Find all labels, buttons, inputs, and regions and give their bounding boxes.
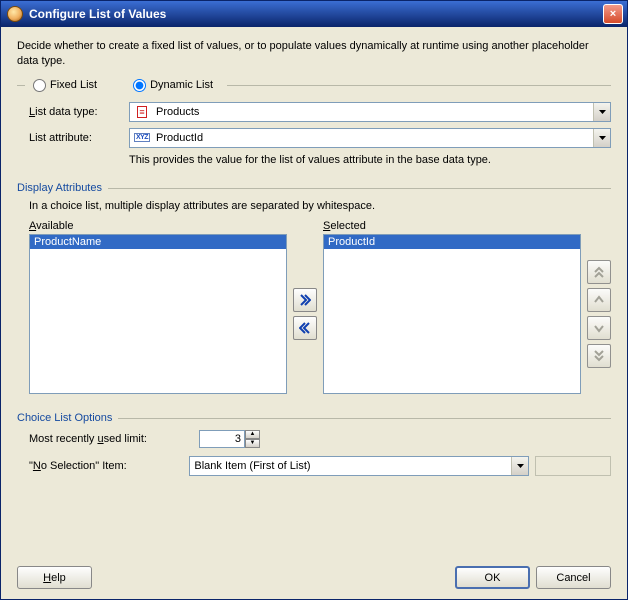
arrow-bottom-icon	[593, 350, 605, 362]
fixed-list-radio[interactable]: Fixed List	[29, 79, 101, 92]
mru-row: Most recently used limit: ▲ ▼	[29, 430, 611, 448]
list-data-type-combo[interactable]: ≡ Products	[129, 102, 611, 122]
no-selection-combo[interactable]: Blank Item (First of List)	[189, 456, 529, 476]
shuttle-buttons	[293, 220, 317, 394]
move-down-button[interactable]	[587, 316, 611, 340]
available-column: Available ProductName	[29, 220, 287, 394]
arrow-right-icon	[299, 294, 311, 306]
display-attributes-header: Display Attributes	[17, 182, 611, 194]
move-top-button[interactable]	[587, 260, 611, 284]
dynamic-list-radio-label: Dynamic List	[150, 79, 213, 91]
mru-input[interactable]	[199, 430, 245, 448]
list-item[interactable]: ProductName	[30, 235, 286, 249]
list-mode-group: Fixed List Dynamic List	[17, 79, 611, 92]
reorder-buttons	[587, 220, 611, 394]
arrow-up-icon	[593, 294, 605, 306]
attribute-icon: XYZ	[134, 130, 150, 146]
selected-column: Selected ProductId	[323, 220, 581, 394]
description-text: Decide whether to create a fixed list of…	[17, 39, 611, 69]
close-icon: ×	[610, 8, 616, 20]
no-selection-label: "No Selection" Item:	[29, 460, 189, 472]
list-data-type-row: List data type: ≡ Products	[17, 102, 611, 122]
arrow-top-icon	[593, 266, 605, 278]
window-title: Configure List of Values	[29, 7, 603, 21]
list-attribute-row: List attribute: XYZ ProductId	[17, 128, 611, 148]
move-left-button[interactable]	[293, 316, 317, 340]
dynamic-list-radio[interactable]: Dynamic List	[129, 79, 217, 92]
fixed-list-radio-label: Fixed List	[50, 79, 97, 91]
available-listbox[interactable]: ProductName	[29, 234, 287, 394]
choice-list-options-header: Choice List Options	[17, 412, 611, 424]
arrow-down-icon	[593, 322, 605, 334]
list-data-type-value: Products	[154, 106, 593, 118]
display-attributes-helper: In a choice list, multiple display attri…	[29, 200, 611, 212]
list-attribute-value: ProductId	[154, 132, 593, 144]
chevron-down-icon[interactable]	[511, 457, 528, 475]
arrow-left-icon	[299, 322, 311, 334]
no-selection-text-field	[535, 456, 611, 476]
no-selection-value: Blank Item (First of List)	[190, 460, 511, 472]
chevron-down-icon[interactable]	[593, 129, 610, 147]
dynamic-list-radio-input[interactable]	[133, 79, 146, 92]
fixed-list-radio-input[interactable]	[33, 79, 46, 92]
help-button[interactable]: Help	[17, 566, 92, 589]
selected-label: Selected	[323, 220, 581, 232]
move-bottom-button[interactable]	[587, 344, 611, 368]
dual-list: Available ProductName Selected ProductId	[17, 220, 611, 394]
available-label: Available	[29, 220, 287, 232]
list-item[interactable]: ProductId	[324, 235, 580, 249]
cancel-button[interactable]: Cancel	[536, 566, 611, 589]
list-data-type-label: List data type:	[29, 106, 129, 118]
mru-label: Most recently used limit:	[29, 433, 199, 445]
close-button[interactable]: ×	[603, 4, 623, 24]
dialog-content: Decide whether to create a fixed list of…	[1, 27, 627, 599]
list-attribute-label: List attribute:	[29, 132, 129, 144]
mru-spin-down[interactable]: ▼	[245, 439, 260, 448]
mru-spin-up[interactable]: ▲	[245, 430, 260, 439]
no-selection-row: "No Selection" Item: Blank Item (First o…	[29, 456, 611, 476]
list-attribute-combo[interactable]: XYZ ProductId	[129, 128, 611, 148]
chevron-down-icon[interactable]	[593, 103, 610, 121]
selected-listbox[interactable]: ProductId	[323, 234, 581, 394]
options-panel: Most recently used limit: ▲ ▼ "No Select…	[17, 430, 611, 484]
button-bar: Help OK Cancel	[17, 558, 611, 589]
mru-spinner[interactable]: ▲ ▼	[199, 430, 260, 448]
list-attribute-helper: This provides the value for the list of …	[17, 154, 611, 166]
move-right-button[interactable]	[293, 288, 317, 312]
dialog-window: Configure List of Values × Decide whethe…	[0, 0, 628, 600]
ok-button[interactable]: OK	[455, 566, 530, 589]
move-up-button[interactable]	[587, 288, 611, 312]
app-icon	[7, 6, 23, 22]
table-icon: ≡	[134, 104, 150, 120]
titlebar[interactable]: Configure List of Values ×	[1, 1, 627, 27]
